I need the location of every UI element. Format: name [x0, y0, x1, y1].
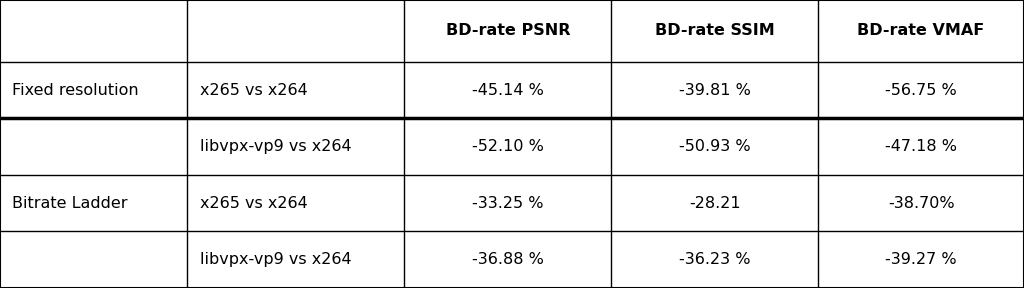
Bar — [0, 175, 187, 232]
Text: -56.75 %: -56.75 % — [885, 83, 957, 98]
Text: x265 vs x264: x265 vs x264 — [200, 196, 307, 211]
Bar — [611, 62, 818, 118]
Text: Bitrate Ladder: Bitrate Ladder — [12, 196, 128, 211]
Text: -52.10 %: -52.10 % — [472, 139, 544, 154]
Text: x265 vs x264: x265 vs x264 — [200, 83, 307, 98]
Text: -38.70%: -38.70% — [888, 196, 954, 211]
Text: BD-rate SSIM: BD-rate SSIM — [655, 24, 774, 39]
Bar — [818, 175, 1024, 232]
Text: -45.14 %: -45.14 % — [472, 83, 544, 98]
Bar — [0, 118, 187, 175]
Text: BD-rate VMAF: BD-rate VMAF — [857, 24, 985, 39]
Bar — [0, 62, 187, 118]
Bar — [187, 0, 404, 62]
Text: BD-rate PSNR: BD-rate PSNR — [445, 24, 570, 39]
Text: -33.25 %: -33.25 % — [472, 196, 544, 211]
Text: -28.21: -28.21 — [689, 196, 740, 211]
Bar — [611, 175, 818, 232]
Text: -36.88 %: -36.88 % — [472, 252, 544, 267]
Bar — [404, 118, 611, 175]
Bar — [0, 0, 187, 62]
Bar — [818, 0, 1024, 62]
Bar — [611, 0, 818, 62]
Text: -36.23 %: -36.23 % — [679, 252, 751, 267]
Text: libvpx-vp9 vs x264: libvpx-vp9 vs x264 — [200, 139, 351, 154]
Text: Fixed resolution: Fixed resolution — [12, 83, 139, 98]
Bar — [187, 175, 404, 232]
Text: -50.93 %: -50.93 % — [679, 139, 751, 154]
Text: libvpx-vp9 vs x264: libvpx-vp9 vs x264 — [200, 252, 351, 267]
Bar — [611, 232, 818, 288]
Bar — [818, 232, 1024, 288]
Text: -39.27 %: -39.27 % — [886, 252, 956, 267]
Bar — [818, 118, 1024, 175]
Bar — [404, 62, 611, 118]
Text: -39.81 %: -39.81 % — [679, 83, 751, 98]
Bar — [187, 118, 404, 175]
Bar — [404, 232, 611, 288]
Bar — [0, 232, 187, 288]
Bar — [187, 232, 404, 288]
Bar — [818, 62, 1024, 118]
Bar — [187, 62, 404, 118]
Bar — [611, 118, 818, 175]
Bar — [404, 175, 611, 232]
Text: -47.18 %: -47.18 % — [885, 139, 957, 154]
Bar — [404, 0, 611, 62]
